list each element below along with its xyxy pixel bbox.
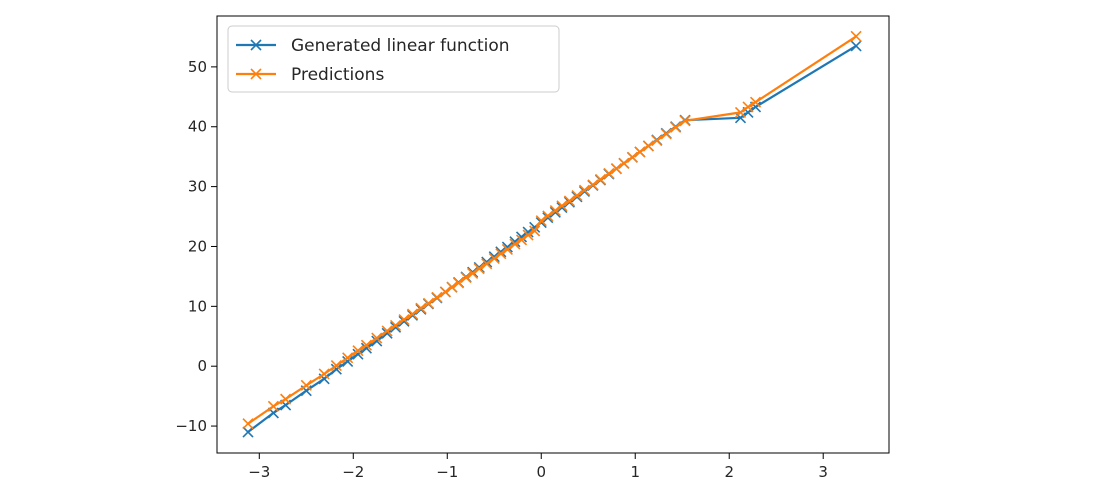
plot-frame	[216, 15, 890, 454]
x-tick-label: 0	[536, 463, 546, 481]
y-tick-label: 10	[188, 297, 207, 315]
data-point	[460, 272, 472, 284]
x-tick-label: 1	[630, 463, 640, 481]
data-point	[242, 418, 254, 430]
data-point	[509, 238, 521, 250]
data-point	[467, 267, 479, 279]
legend-label: Generated linear function	[291, 36, 510, 56]
data-point	[501, 243, 513, 256]
data-point	[318, 368, 330, 380]
data-point	[522, 229, 534, 241]
data-point	[488, 252, 500, 265]
series-1	[242, 30, 862, 430]
data-point	[422, 297, 435, 309]
data-point	[495, 248, 507, 260]
data-point	[371, 335, 383, 347]
data-point	[360, 342, 373, 354]
x-tick-label: −2	[342, 463, 364, 481]
data-point	[660, 128, 672, 140]
legend-label: Predictions	[291, 65, 384, 85]
data-point	[515, 234, 528, 246]
legend-swatch-marker	[250, 68, 262, 80]
legend-item-0: Generated linear function	[236, 36, 510, 56]
y-tick-label: 20	[188, 237, 207, 255]
y-axis: −10 0 10 20 30 40 50	[175, 58, 217, 435]
data-point	[381, 325, 393, 337]
data-point	[242, 426, 254, 438]
data-point	[473, 263, 485, 275]
data-point	[749, 96, 762, 108]
x-tick-label: 2	[724, 463, 734, 481]
data-point	[679, 115, 691, 127]
data-point	[352, 348, 364, 360]
data-point	[330, 363, 342, 375]
data-point	[535, 215, 547, 227]
data-point	[626, 151, 638, 163]
data-point	[431, 291, 443, 303]
data-point	[850, 30, 862, 42]
y-tick-label: 0	[197, 357, 207, 375]
y-tick-label: 40	[188, 118, 207, 136]
data-point	[398, 313, 410, 326]
data-point	[742, 101, 754, 113]
legend-box	[227, 25, 560, 93]
data-point	[360, 339, 373, 351]
data-point	[563, 195, 576, 207]
legend-item-1: Predictions	[236, 65, 384, 85]
x-tick-label: 3	[818, 463, 828, 481]
data-point	[634, 146, 646, 158]
series-layer	[242, 30, 862, 438]
data-point	[439, 286, 451, 298]
data-point	[610, 163, 623, 175]
y-tick-label: 30	[188, 178, 207, 196]
data-point	[571, 190, 583, 202]
x-axis: −3 −2 −1 0 1 2 3	[248, 453, 828, 481]
data-point	[651, 134, 663, 147]
data-point	[300, 379, 312, 391]
x-tick-label: −3	[248, 463, 270, 481]
data-point	[352, 345, 364, 357]
data-point	[542, 210, 554, 222]
data-point	[603, 167, 615, 180]
data-point	[267, 400, 279, 412]
data-point	[587, 179, 599, 191]
data-point	[642, 140, 654, 152]
data-point	[280, 393, 292, 405]
data-point	[549, 204, 561, 217]
data-point	[850, 40, 862, 52]
data-point	[481, 258, 493, 270]
data-point	[556, 200, 568, 212]
data-point	[452, 277, 465, 289]
data-point	[342, 352, 354, 364]
legend-swatch-marker	[250, 39, 262, 51]
data-point	[371, 332, 383, 344]
data-point	[734, 106, 747, 118]
data-point	[415, 302, 427, 314]
data-point	[670, 121, 682, 133]
data-point	[594, 173, 607, 185]
data-point	[734, 112, 747, 124]
data-point	[406, 308, 419, 320]
data-point	[578, 184, 591, 196]
legend: Generated linear function Predictions	[227, 25, 560, 93]
data-point	[446, 281, 458, 293]
data-point	[342, 355, 354, 367]
data-point	[529, 225, 541, 237]
data-point	[618, 157, 630, 169]
y-tick-label: 50	[188, 58, 207, 76]
x-tick-label: −1	[436, 463, 458, 481]
data-point	[390, 319, 402, 332]
y-tick-label: −10	[175, 417, 207, 435]
data-point	[330, 360, 342, 372]
